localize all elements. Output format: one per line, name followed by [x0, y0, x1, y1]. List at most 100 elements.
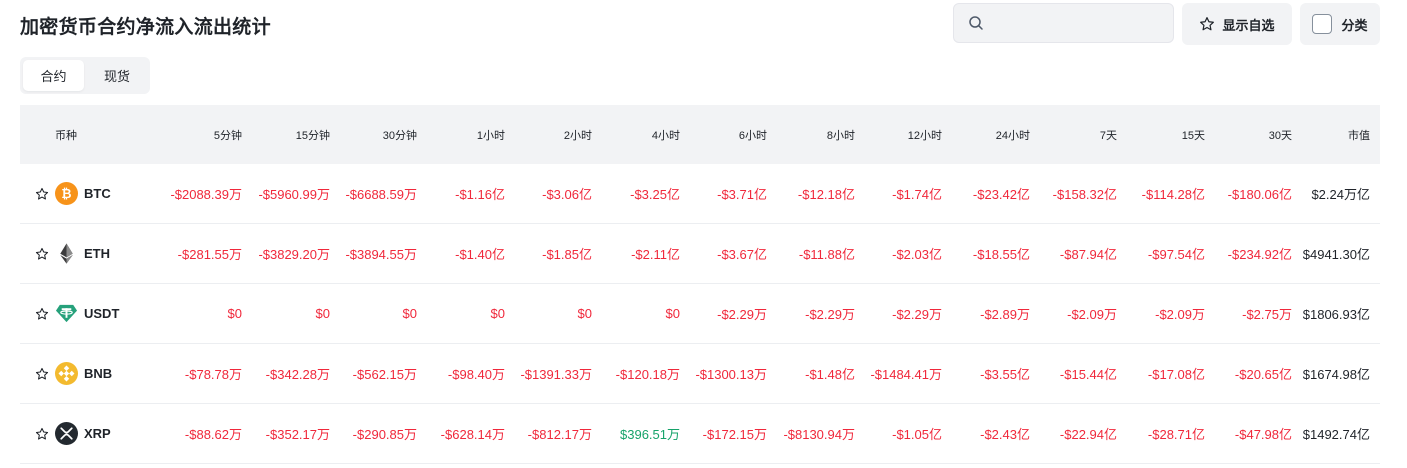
favorite-star-icon[interactable]	[35, 247, 49, 261]
flow-7d-cell: -$87.94亿	[1059, 247, 1117, 262]
coin-symbol[interactable]: BNB	[84, 366, 113, 381]
market-type-tabs: 合约 现货	[20, 57, 150, 94]
search-box[interactable]	[953, 3, 1174, 43]
flow-15d-cell: -$97.54亿	[1147, 247, 1205, 262]
tab-futures[interactable]: 合约	[23, 60, 84, 91]
flow-4h-cell: $0	[665, 306, 680, 321]
header-7d[interactable]: 7天	[1099, 129, 1117, 142]
flow-12h-cell: -$1484.41万	[870, 367, 942, 382]
flow-15m-cell: -$342.28万	[265, 367, 330, 382]
flow-7d-cell: -$158.32亿	[1052, 187, 1117, 202]
header-24h[interactable]: 24小时	[995, 129, 1030, 142]
flow-5m-cell: -$78.78万	[184, 367, 242, 382]
flow-30m-cell: -$562.15万	[352, 367, 417, 382]
flow-24h-cell: -$18.55亿	[972, 247, 1030, 262]
flow-30m-cell: -$3894.55万	[345, 247, 417, 262]
flow-6h-cell: -$2.29万	[717, 307, 767, 322]
flow-table: 币种 5分钟 15分钟 30分钟 1小时 2小时 4小时 6小时 8小时 12小…	[20, 105, 1380, 464]
tab-spot[interactable]: 现货	[103, 69, 130, 84]
header-5m[interactable]: 5分钟	[213, 129, 242, 142]
coin-cell: ETH	[20, 242, 154, 265]
flow-4h-cell: -$3.25亿	[630, 187, 680, 202]
header-coin[interactable]: 币种	[55, 129, 77, 142]
flow-30d-cell: -$20.65亿	[1234, 367, 1292, 382]
flow-30m-cell: -$6688.59万	[345, 187, 417, 202]
flow-8h-cell: -$8130.94万	[783, 427, 855, 442]
flow-30d-cell: -$234.92亿	[1227, 247, 1292, 262]
header-4h[interactable]: 4小时	[651, 129, 680, 142]
flow-5m-cell: -$281.55万	[177, 247, 242, 262]
coin-symbol[interactable]: ETH	[84, 246, 110, 261]
flow-1h-cell: -$1.40亿	[455, 247, 505, 262]
header-market-cap[interactable]: 市值	[1348, 129, 1370, 142]
header-12h[interactable]: 12小时	[907, 129, 942, 142]
search-input[interactable]	[984, 4, 1173, 42]
flow-5m-cell: $0	[227, 306, 242, 321]
flow-8h-cell: -$11.88亿	[798, 247, 855, 262]
table-header: 币种 5分钟 15分钟 30分钟 1小时 2小时 4小时 6小时 8小时 12小…	[20, 105, 1380, 164]
flow-30d-cell: -$2.75万	[1242, 307, 1292, 322]
header-8h[interactable]: 8小时	[826, 129, 855, 142]
flow-6h-cell: -$3.71亿	[717, 187, 767, 202]
category-toggle[interactable]: 分类	[1300, 3, 1380, 45]
flow-15d-cell: -$114.28亿	[1141, 187, 1205, 202]
table-body: ₿ BTC -$2088.39万 -$5960.99万 -$6688.59万 -$1.16…	[20, 164, 1380, 464]
xrp-logo	[55, 422, 78, 445]
flow-15m-cell: -$352.17万	[265, 427, 330, 442]
bnb-logo	[55, 362, 78, 385]
category-checkbox[interactable]	[1312, 14, 1333, 34]
favorite-star-icon[interactable]	[35, 367, 49, 381]
header-15m[interactable]: 15分钟	[295, 129, 330, 142]
table-row[interactable]: ₿ BTC -$2088.39万 -$5960.99万 -$6688.59万 -$1.16…	[20, 164, 1380, 224]
usdt-logo	[55, 302, 78, 325]
flow-12h-cell: -$1.74亿	[892, 187, 942, 202]
flow-1h-cell: -$1.16亿	[455, 187, 505, 202]
table-row[interactable]: USDT $0 $0 $0 $0 $0 $0 -$2.29万 -$2.29万 -$2.29万 -$2…	[20, 284, 1380, 344]
flow-15m-cell: -$3829.20万	[258, 247, 330, 262]
flow-24h-cell: -$3.55亿	[980, 367, 1030, 382]
header-6h[interactable]: 6小时	[738, 129, 767, 142]
flow-30d-cell: -$47.98亿	[1234, 427, 1292, 442]
table-row[interactable]: XRP -$88.62万 -$352.17万 -$290.85万 -$628.14万 -$…	[20, 404, 1380, 464]
flow-15d-cell: -$28.71亿	[1147, 427, 1205, 442]
btc-logo: ₿	[55, 182, 78, 205]
coin-symbol[interactable]: XRP	[84, 426, 111, 441]
header-30m[interactable]: 30分钟	[382, 129, 417, 142]
flow-30m-cell: -$290.85万	[352, 427, 417, 442]
table-row[interactable]: BNB -$78.78万 -$342.28万 -$562.15万 -$98.40万 -$1…	[20, 344, 1380, 404]
flow-12h-cell: -$1.05亿	[892, 427, 942, 442]
flow-12h-cell: -$2.29万	[892, 307, 942, 322]
favorite-star-icon[interactable]	[35, 187, 49, 201]
coin-symbol[interactable]: BTC	[84, 186, 111, 201]
flow-2h-cell: -$1391.33万	[520, 367, 592, 382]
coin-cell: BNB	[20, 362, 154, 385]
flow-5m-cell: -$2088.39万	[170, 187, 242, 202]
eth-logo	[55, 242, 78, 265]
flow-8h-cell: -$2.29万	[805, 307, 855, 322]
flow-4h-cell: $396.51万	[620, 427, 680, 442]
table-row[interactable]: ETH -$281.55万 -$3829.20万 -$3894.55万 -$1.40亿 -…	[20, 224, 1380, 284]
coin-cell: USDT	[20, 302, 154, 325]
flow-30d-cell: -$180.06亿	[1227, 187, 1292, 202]
flow-1h-cell: $0	[490, 306, 505, 321]
favorite-star-icon[interactable]	[35, 427, 49, 441]
flow-6h-cell: -$3.67亿	[717, 247, 767, 262]
coin-symbol[interactable]: USDT	[84, 306, 120, 321]
header-30d[interactable]: 30天	[1268, 129, 1292, 142]
flow-6h-cell: -$172.15万	[702, 427, 767, 442]
flow-2h-cell: $0	[577, 306, 592, 321]
show-favorites-button[interactable]: 显示自选	[1182, 3, 1292, 45]
market-cap-cell: $1492.74亿	[1302, 427, 1370, 442]
header-2h[interactable]: 2小时	[563, 129, 592, 142]
header-15d[interactable]: 15天	[1181, 129, 1205, 142]
flow-12h-cell: -$2.03亿	[892, 247, 942, 262]
header-1h[interactable]: 1小时	[476, 129, 505, 142]
category-label: 分类	[1341, 17, 1368, 33]
flow-15d-cell: -$17.08亿	[1147, 367, 1205, 382]
flow-7d-cell: -$22.94亿	[1059, 427, 1117, 442]
flow-2h-cell: -$3.06亿	[542, 187, 592, 202]
market-cap-cell: $4941.30亿	[1302, 247, 1370, 262]
coin-cell: ₿ BTC	[20, 182, 154, 205]
flow-7d-cell: -$15.44亿	[1059, 367, 1117, 382]
favorite-star-icon[interactable]	[35, 307, 49, 321]
